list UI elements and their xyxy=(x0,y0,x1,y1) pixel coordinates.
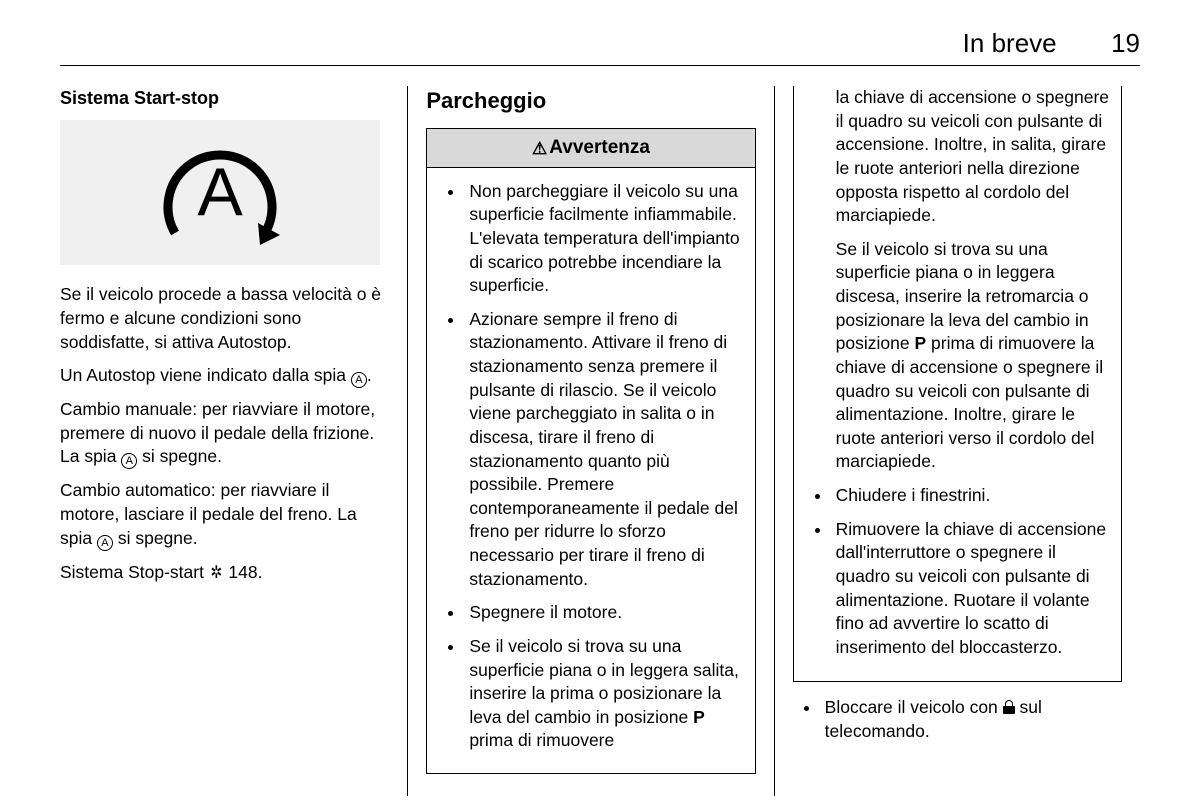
content-columns: Sistema Start-stop A Se il veicolo proce… xyxy=(60,86,1140,796)
column-1: Sistema Start-stop A Se il veicolo proce… xyxy=(60,86,407,796)
autostop-icon: A xyxy=(140,133,300,253)
manual-page: In breve 19 Sistema Start-stop A Se il v… xyxy=(0,0,1200,802)
warning-header: ⚠Avvertenza xyxy=(427,129,754,168)
warning-triangle-icon: ⚠ xyxy=(532,138,547,161)
list-item: Azionare sempre il freno di stazionament… xyxy=(465,308,744,592)
warning-body: Non parcheggiare il veicolo su una super… xyxy=(427,168,754,773)
warning-box-continued: la chiave di accensione o spegnere il qu… xyxy=(793,86,1122,682)
list-item-continuation: Se il veicolo si trova su una superficie… xyxy=(832,238,1111,474)
text-paragraph: Un Autostop viene indicato dalla spia A. xyxy=(60,364,389,388)
column-3: la chiave di accensione o spegnere il qu… xyxy=(775,86,1140,796)
list-item: Rimuovere la chiave di accensione dall'i… xyxy=(832,518,1111,660)
text-paragraph: Se il veicolo procede a bassa velocità o… xyxy=(60,283,389,354)
svg-text:A: A xyxy=(197,154,243,230)
warning-list-cont: la chiave di accensione o spegnere il qu… xyxy=(804,86,1111,474)
autostop-indicator-icon: A xyxy=(121,453,137,469)
cross-reference: Sistema Stop-start ✲ 148. xyxy=(60,561,389,585)
list-item: Se il veicolo si trova su una superficie… xyxy=(465,635,744,753)
section-title: In breve xyxy=(963,28,1057,58)
list-item: Chiudere i finestrini. xyxy=(832,484,1111,508)
column-2: Parcheggio ⚠Avvertenza Non parcheggiare … xyxy=(408,86,773,796)
text-paragraph: Cambio automatico: per riavviare il moto… xyxy=(60,479,389,550)
warning-list: Non parcheggiare il veicolo su una super… xyxy=(437,180,744,753)
startstop-heading: Sistema Start-stop xyxy=(60,86,389,110)
autostop-indicator-icon: A xyxy=(97,535,113,551)
list-item: Bloccare il veicolo con sul telecomando. xyxy=(821,696,1122,743)
list-item-continuation: la chiave di accensione o spegnere il qu… xyxy=(832,86,1111,228)
text-paragraph: Cambio manuale: per riavviare il motore,… xyxy=(60,398,389,469)
warning-box: ⚠Avvertenza Non parcheggiare il veicolo … xyxy=(426,128,755,774)
autostop-figure: A xyxy=(60,120,380,265)
page-number: 19 xyxy=(1111,28,1140,58)
parking-heading: Parcheggio xyxy=(426,86,755,116)
lock-icon xyxy=(1003,700,1015,714)
list-item: Spegnere il motore. xyxy=(465,601,744,625)
after-warning-list: Bloccare il veicolo con sul telecomando. xyxy=(793,696,1122,743)
xref-arrow-icon: ✲ xyxy=(210,561,222,585)
list-item: Non parcheggiare il veicolo su una super… xyxy=(465,180,744,298)
page-header: In breve 19 xyxy=(60,28,1140,66)
autostop-indicator-icon: A xyxy=(351,372,367,388)
warning-list-cont2: Chiudere i finestrini. Rimuovere la chia… xyxy=(804,484,1111,659)
